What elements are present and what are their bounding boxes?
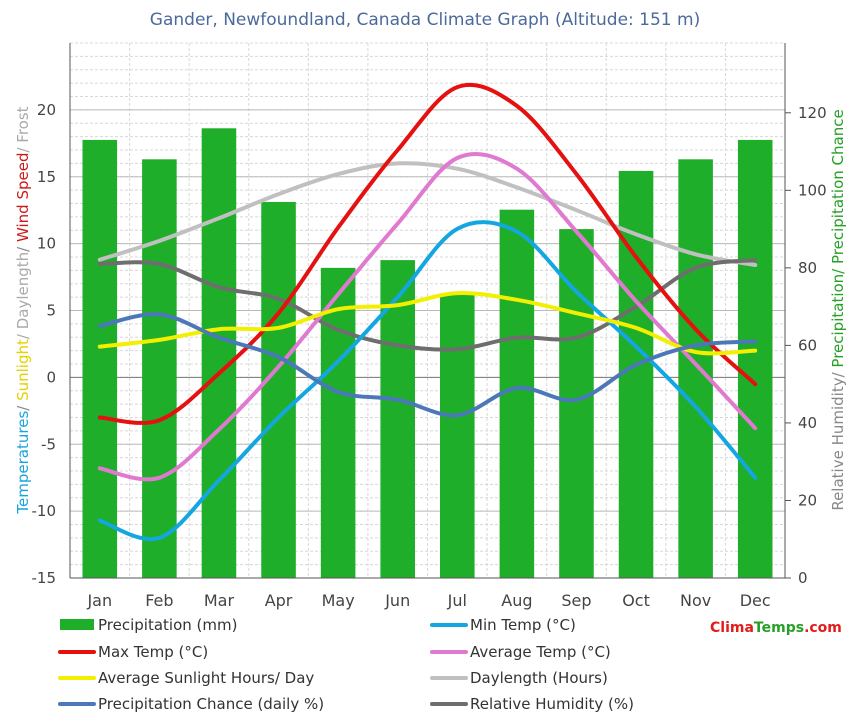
axis-title-part: Sunlight <box>14 339 32 401</box>
axis-title-part: Precipitation/ Precipitation Chance <box>829 109 847 367</box>
legend-label-daylength: Daylength (Hours) <box>470 669 608 687</box>
precipitation-bar <box>618 170 654 578</box>
left-tick-label: 20 <box>37 101 56 119</box>
legend-label-precipchance: Precipitation Chance (daily %) <box>98 695 324 713</box>
month-label: Sep <box>561 591 591 610</box>
legend: Precipitation (mm) Min Temp (°C) Max Temp … <box>58 616 634 713</box>
right-tick-label: 40 <box>798 414 817 432</box>
legend-swatch-precip <box>60 619 94 630</box>
legend-label-sunlight: Average Sunlight Hours/ Day <box>98 669 314 687</box>
axis-title-part: / Daylength <box>14 252 32 339</box>
axis-title-part: Temperatures <box>14 411 32 515</box>
month-label: Dec <box>740 591 771 610</box>
month-label: Jan <box>86 591 112 610</box>
month-label: Jun <box>384 591 410 610</box>
legend-label-maxtemp: Max Temp (°C) <box>98 643 208 661</box>
precipitation-bar <box>440 294 475 578</box>
month-label: Oct <box>622 591 650 610</box>
month-label: Apr <box>265 591 293 610</box>
month-label: Nov <box>680 591 711 610</box>
legend-label-avgtemp: Average Temp (°C) <box>470 643 611 661</box>
precipitation-bar <box>261 201 296 578</box>
branding-logo[interactable]: ClimaTemps.com <box>710 620 842 636</box>
left-tick-label: 15 <box>37 168 56 186</box>
axis-title-part: / <box>14 401 32 411</box>
right-tick-label: 0 <box>798 569 808 587</box>
precipitation-bar <box>82 139 118 578</box>
month-label: May <box>322 591 355 610</box>
humidity-line <box>97 258 758 352</box>
left-tick-label: 10 <box>37 235 56 253</box>
month-label: Feb <box>145 591 173 610</box>
left-tick-label: 0 <box>46 368 56 386</box>
brand-part-clima: Clima <box>710 620 754 636</box>
brand-part-temps: Temps <box>753 620 805 636</box>
left-axis-title: Temperatures/ Sunlight/ Daylength/ Wind … <box>14 106 32 514</box>
precipchance-line <box>97 312 758 418</box>
series-lines <box>97 82 758 542</box>
precipitation-bar <box>320 267 356 578</box>
legend-label-humidity: Relative Humidity (%) <box>470 695 634 713</box>
month-label: Jul <box>447 591 467 610</box>
axis-title-part: / Frost <box>14 106 32 152</box>
sunlight-line <box>97 290 758 356</box>
legend-label-precip: Precipitation (mm) <box>98 616 237 634</box>
mintemp-line <box>97 220 758 542</box>
legend-label-mintemp: Min Temp (°C) <box>470 616 576 634</box>
daylength-line <box>97 161 758 267</box>
precipitation-bars <box>82 128 773 579</box>
left-tick-label: 5 <box>46 302 56 320</box>
precipitation-bar <box>201 128 237 578</box>
axes: -15 -10 -5 0 5 10 15 20 0 20 40 60 80 100 120 Jan Feb Mar… <box>14 43 847 610</box>
chart-title: Gander, Newfoundland, Canada Climate Gra… <box>150 10 700 30</box>
left-tick-label: -15 <box>32 569 57 587</box>
avgtemp-line <box>97 152 758 482</box>
axis-title-part: Relative Humidity/ <box>829 368 847 511</box>
left-tick-label: -5 <box>41 435 56 453</box>
precipitation-bar <box>142 159 177 578</box>
maxtemp-line <box>97 82 758 425</box>
precipitation-bar <box>499 209 535 579</box>
right-tick-label: 80 <box>798 259 817 277</box>
right-tick-label: 100 <box>798 181 827 199</box>
brand-part-com: .com <box>804 620 842 636</box>
right-tick-label: 60 <box>798 336 817 354</box>
precipitation-bar <box>380 260 415 578</box>
month-label: Aug <box>501 591 532 610</box>
precipitation-bar <box>737 139 773 578</box>
axis-title-part: Wind Speed <box>14 153 32 243</box>
grid-lines <box>70 42 785 579</box>
left-tick-label: -10 <box>32 502 57 520</box>
right-tick-label: 120 <box>798 104 827 122</box>
precipitation-bar <box>559 229 594 578</box>
right-axis-title: Relative Humidity/ Precipitation/ Precip… <box>829 109 847 510</box>
precipitation-bar <box>678 159 713 578</box>
right-tick-label: 20 <box>798 491 817 509</box>
axis-title-part: / <box>14 242 32 252</box>
month-label: Mar <box>204 591 235 610</box>
